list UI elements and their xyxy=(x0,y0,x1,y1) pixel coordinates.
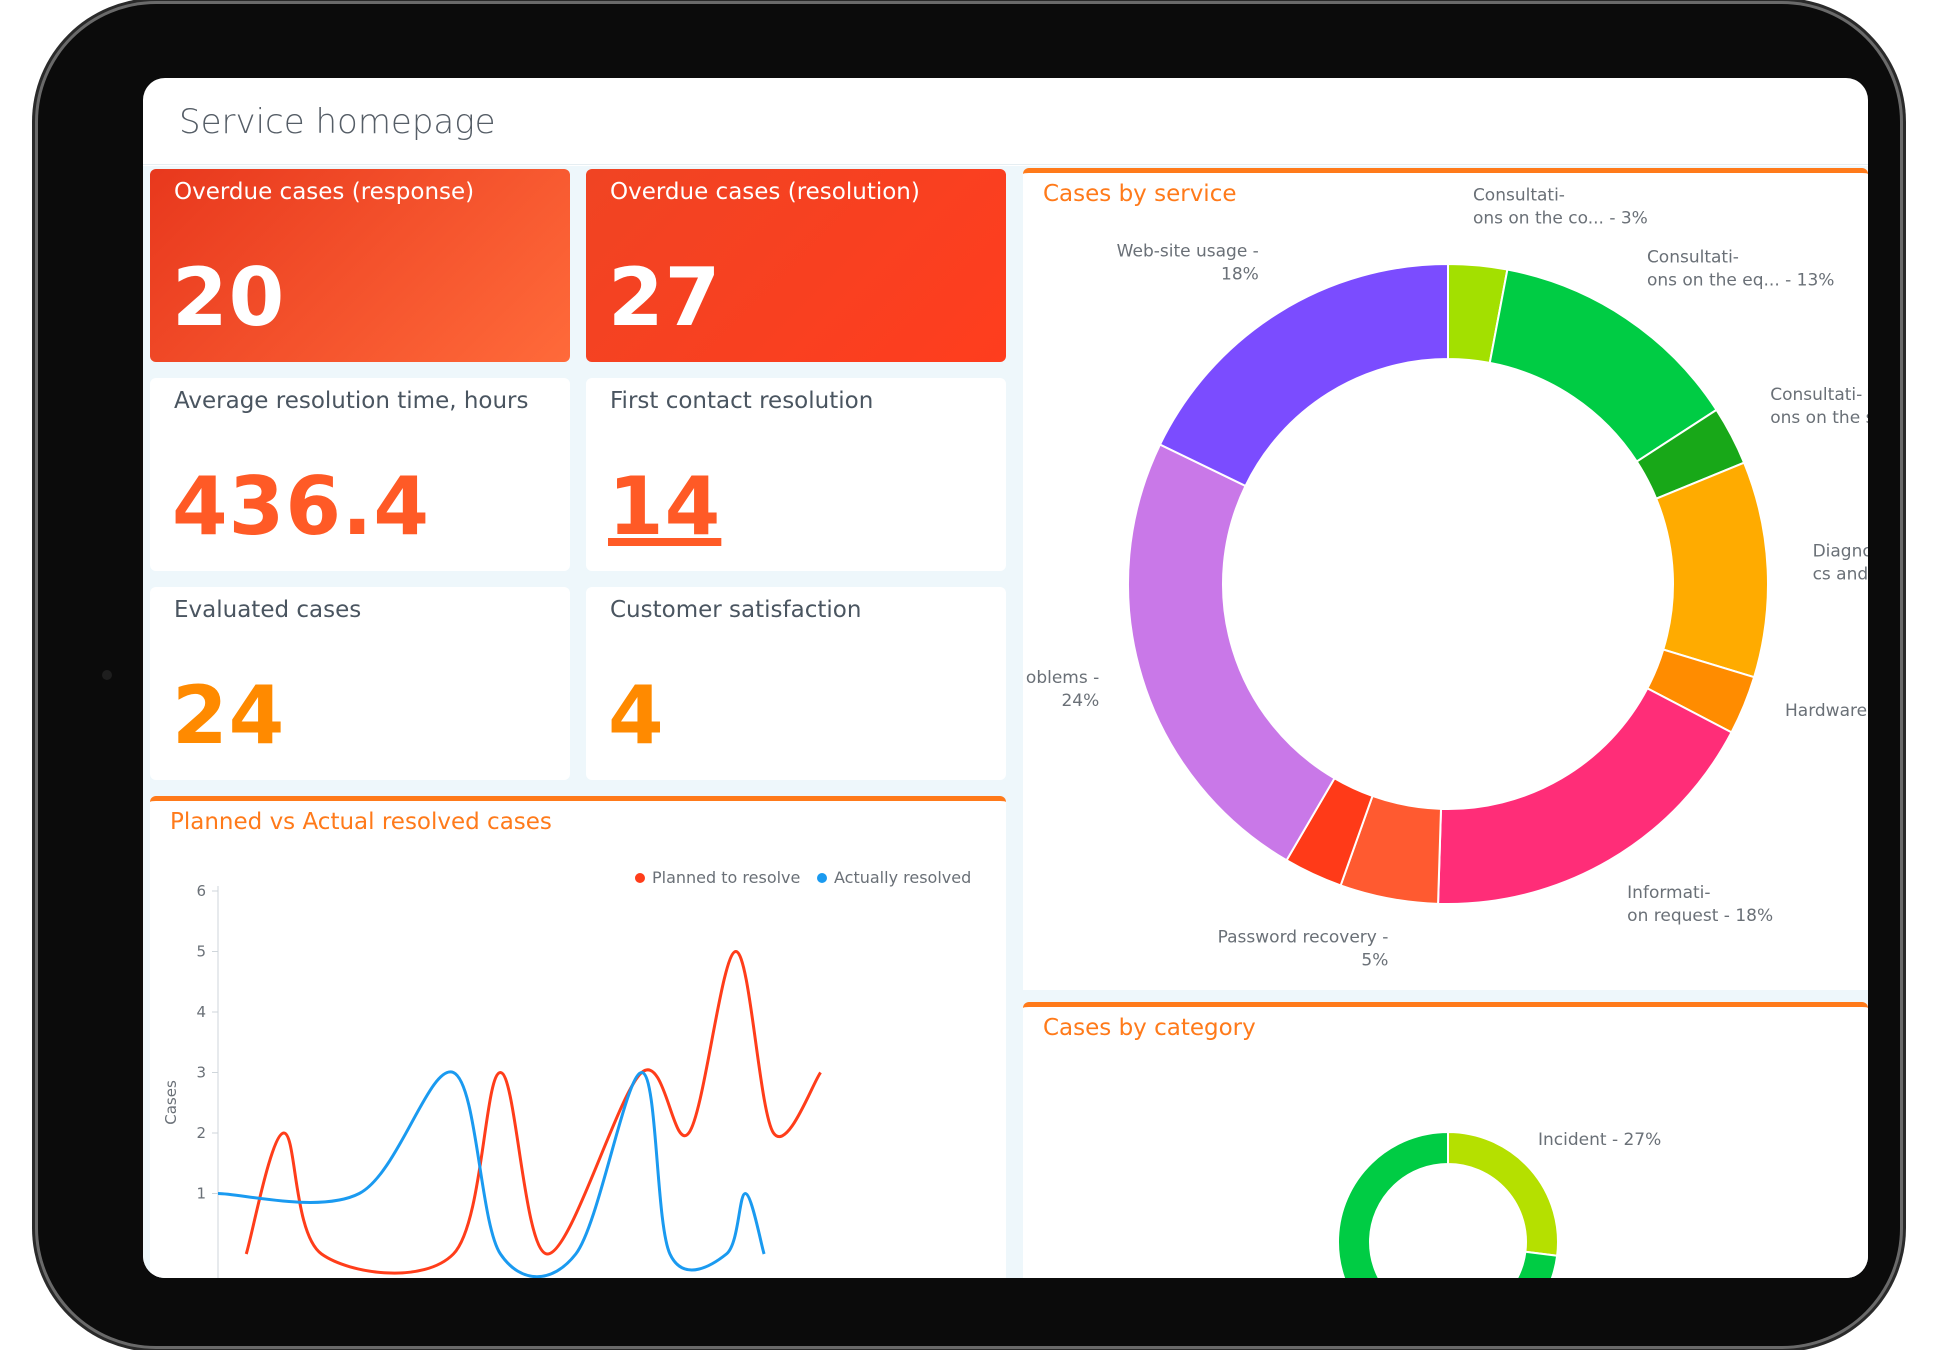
y-tick-label: 5 xyxy=(196,943,206,961)
kpi-label: Average resolution time, hours xyxy=(174,388,529,414)
slice-label: Incident - 27% xyxy=(1538,1130,1661,1150)
y-tick-label: 1 xyxy=(196,1185,206,1203)
kpi-value: 4 xyxy=(608,669,665,762)
panel-title: Cases by category xyxy=(1043,1015,1256,1041)
slice-label: Consultati-ons on the co... - 3% xyxy=(1473,186,1648,229)
legend-label: Planned to resolve xyxy=(652,868,800,887)
kpi-customer-satisfaction[interactable]: Customer satisfaction 4 xyxy=(586,587,1006,780)
tablet-frame: Service homepage Overdue cases (response… xyxy=(38,4,1900,1346)
dashboard: Overdue cases (response) 20 Overdue case… xyxy=(143,166,1868,1278)
y-tick-label: 3 xyxy=(196,1064,206,1082)
kpi-value: 20 xyxy=(172,251,286,344)
kpi-first-contact-resolution[interactable]: First contact resolution 14 xyxy=(586,378,1006,571)
kpi-overdue-response[interactable]: Overdue cases (response) 20 xyxy=(150,169,570,362)
kpi-overdue-resolution[interactable]: Overdue cases (resolution) 27 xyxy=(586,169,1006,362)
panel-title: Cases by service xyxy=(1043,181,1237,207)
y-tick-label: 2 xyxy=(196,1124,206,1142)
legend-marker xyxy=(817,873,827,883)
kpi-label: First contact resolution xyxy=(610,388,874,414)
donut-slice xyxy=(1437,686,1733,905)
legend-label: Actually resolved xyxy=(834,868,971,887)
kpi-label: Overdue cases (resolution) xyxy=(610,179,920,205)
kpi-value-link[interactable]: 14 xyxy=(608,460,722,553)
cases-by-service-panel: Cases by service Consultati-ons on the c… xyxy=(1023,168,1868,990)
donut-slice xyxy=(1337,1130,1559,1278)
kpi-avg-resolution-time[interactable]: Average resolution time, hours 436.4 xyxy=(150,378,570,571)
y-axis-title: Cases xyxy=(162,1080,180,1125)
donut-slice xyxy=(1447,1130,1559,1257)
series-line xyxy=(244,949,822,1275)
kpi-evaluated-cases[interactable]: Evaluated cases 24 xyxy=(150,587,570,780)
kpi-value: 24 xyxy=(172,669,286,762)
planned-vs-actual-panel: Planned vs Actual resolved cases 1 2 3 4 5 6 C… xyxy=(150,796,1006,1278)
kpi-label: Customer satisfaction xyxy=(610,597,862,623)
kpi-label: Overdue cases (response) xyxy=(174,179,475,205)
series-line xyxy=(217,1070,766,1278)
cases-by-category-panel: Cases by category Incident - 27% xyxy=(1023,1002,1868,1278)
y-tick-label: 6 xyxy=(196,882,206,900)
donut-slice xyxy=(1654,461,1769,679)
cases-by-service-chart: Consultati-ons on the co... - 3% Consulta… xyxy=(1023,186,1868,971)
donut-slice xyxy=(1127,443,1336,862)
kpi-label: Evaluated cases xyxy=(174,597,362,623)
title-divider xyxy=(143,164,1868,165)
slice-label: Informati-on request - 18% xyxy=(1627,883,1773,926)
cases-by-category-chart: Incident - 27% xyxy=(1337,1130,1661,1278)
slice-label: Password recovery -5% xyxy=(1218,927,1389,970)
slice-label: Consultati-ons on the eq... - 13% xyxy=(1647,248,1835,291)
y-tick-label: 4 xyxy=(196,1003,206,1021)
kpi-value: 436.4 xyxy=(172,460,431,553)
page-title: Service homepage xyxy=(179,102,496,142)
legend-marker xyxy=(635,873,645,883)
slice-label: chnical oblems -24% xyxy=(1023,668,1099,711)
slice-label: Web-site usage -18% xyxy=(1117,241,1259,284)
panel-title: Planned vs Actual resolved cases xyxy=(170,809,552,835)
slice-label: Consultati-ons on the so... xyxy=(1770,385,1868,428)
kpi-value: 27 xyxy=(608,251,722,344)
slice-label: Diagnosti-cs and adj xyxy=(1813,542,1868,585)
slice-label: Hardware re placement - xyxy=(1785,701,1868,721)
donut-slice xyxy=(1158,262,1449,488)
camera-dot xyxy=(102,670,112,680)
screen: Service homepage Overdue cases (response… xyxy=(143,78,1868,1278)
line-chart: 1 2 3 4 5 6 Cases Planned to resolve Actually re… xyxy=(162,868,971,1278)
